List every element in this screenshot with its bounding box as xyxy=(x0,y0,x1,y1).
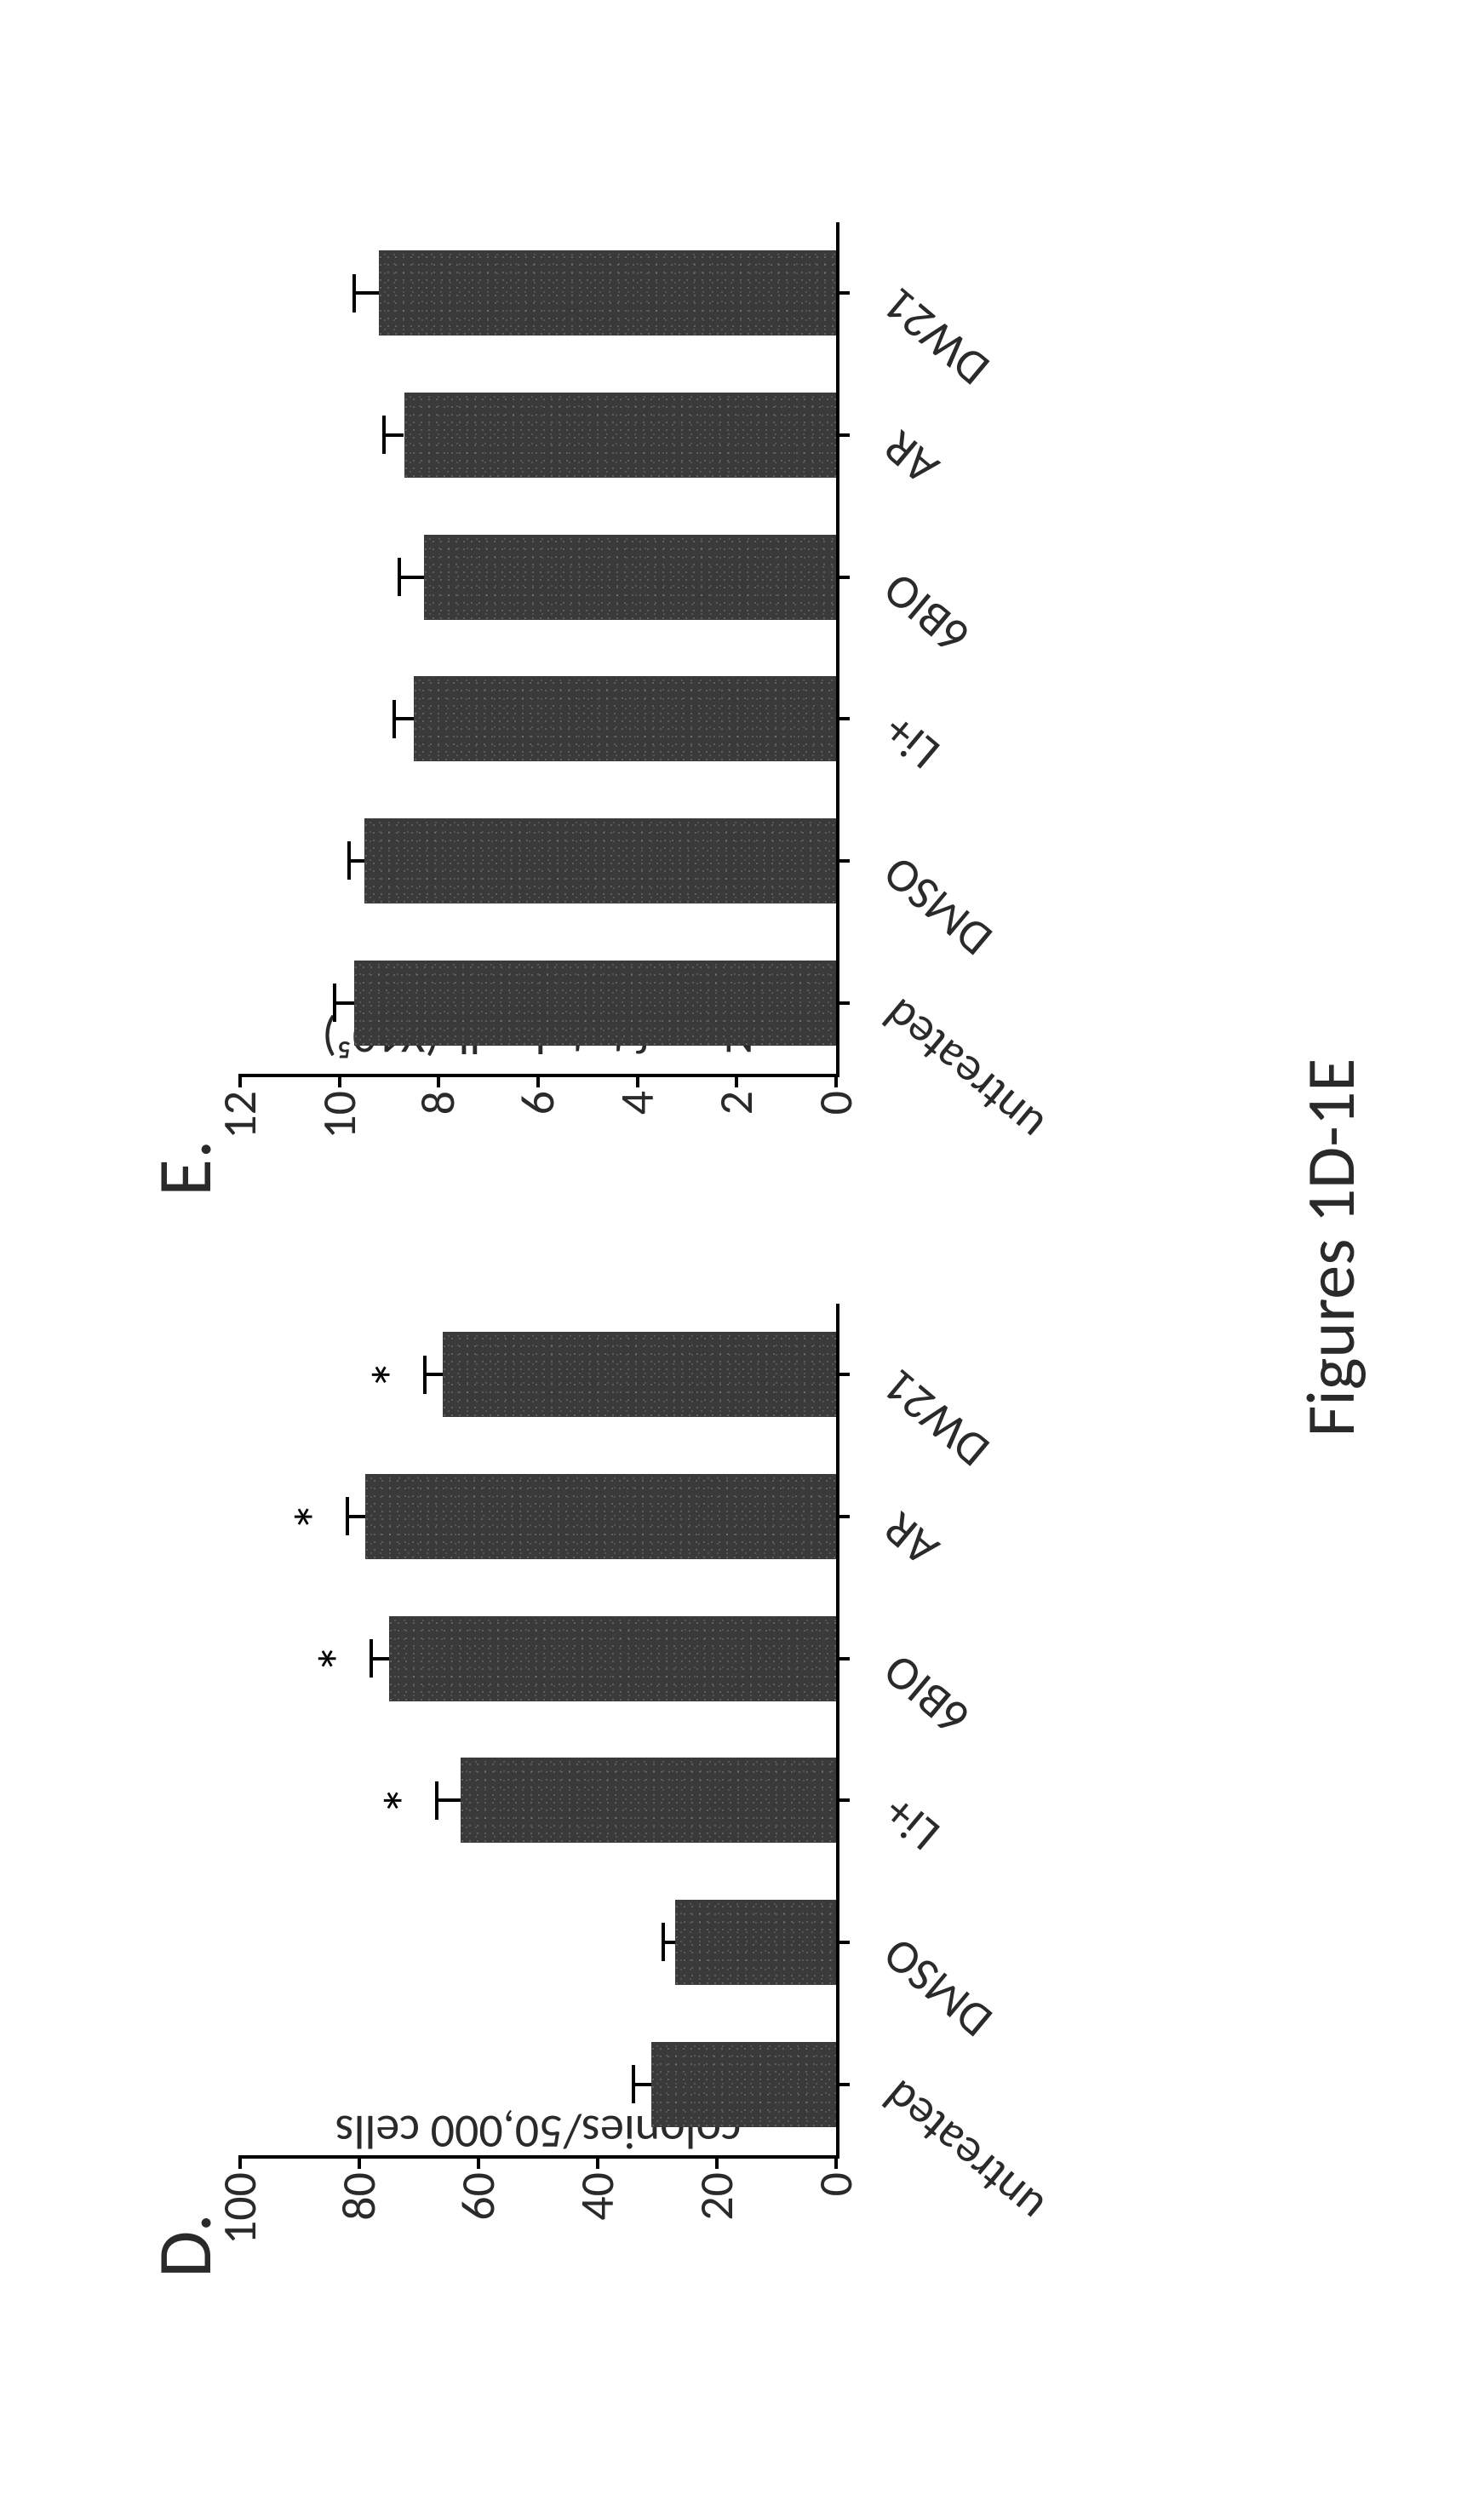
chart-e-ytick xyxy=(834,1074,838,1087)
chart-d-error-cap xyxy=(632,2065,635,2103)
chart-d-bar xyxy=(443,1332,836,1417)
figure-caption: Figures 1D-1E xyxy=(1290,1058,1372,1437)
chart-d-significance-marker: * xyxy=(281,1502,352,1531)
chart-e-ytick-label: 2 xyxy=(708,1091,765,1167)
chart-e-category-label: AR xyxy=(872,418,950,496)
chart-d-significance-marker: * xyxy=(370,1786,441,1815)
chart-e-ytick-label: 0 xyxy=(807,1091,865,1167)
chart-d-bar xyxy=(675,1900,836,1985)
chart-d-xtick xyxy=(836,1373,850,1376)
chart-e-plot-area: No. of total cells(X10⁵) 024681012untrea… xyxy=(240,222,839,1077)
chart-d-bar xyxy=(389,1616,836,1701)
chart-d-significance-marker: * xyxy=(358,1360,429,1389)
chart-e-ytick xyxy=(536,1074,540,1087)
chart-e-error-cap xyxy=(332,984,335,1022)
chart-e-ytick-label: 6 xyxy=(509,1091,567,1167)
chart-e: E. No. of total cells(X10⁵) 024681012unt… xyxy=(240,222,839,1077)
chart-d-category-label: 6BIO xyxy=(872,1642,981,1746)
chart-e-category-label: Li+ xyxy=(872,702,951,781)
chart-e-xtick xyxy=(836,1001,850,1005)
chart-e-xtick xyxy=(836,717,850,720)
chart-d-ytick-label: 0 xyxy=(807,2172,865,2249)
chart-d-ytick xyxy=(238,2155,242,2169)
chart-d: D. colonies/50,000 cells 020406080100unt… xyxy=(240,1304,839,2159)
chart-e-error-cap xyxy=(397,558,400,596)
chart-e-error-stem xyxy=(398,576,423,579)
chart-e-error-stem xyxy=(349,859,364,863)
chart-d-category-label: untreated xyxy=(872,2068,1056,2235)
chart-d-significance-marker: * xyxy=(305,1644,375,1673)
chart-d-bar xyxy=(461,1758,836,1843)
chart-d-ytick-label: 20 xyxy=(688,2172,746,2249)
chart-e-ytick-label: 10 xyxy=(310,1091,368,1167)
chart-e-ytick xyxy=(238,1074,242,1087)
chart-d-error-stem xyxy=(633,2083,651,2086)
chart-d-plot-area: colonies/50,000 cells 020406080100untrea… xyxy=(240,1304,839,2159)
chart-e-xtick xyxy=(836,859,850,863)
chart-d-xtick xyxy=(836,1798,850,1802)
chart-e-error-cap xyxy=(382,416,386,455)
chart-d-xtick xyxy=(836,1515,850,1518)
rotated-figure-wrapper: D. colonies/50,000 cells 020406080100unt… xyxy=(104,141,1381,2354)
chart-d-xtick xyxy=(836,1657,850,1660)
chart-d-category-label: AR xyxy=(872,1500,950,1578)
chart-d-xtick xyxy=(836,2083,850,2086)
chart-e-category-label: untreated xyxy=(872,986,1056,1154)
chart-d-ytick-label: 100 xyxy=(211,2172,269,2249)
chart-d-ytick-label: 40 xyxy=(569,2172,627,2249)
chart-d-ytick xyxy=(358,2155,361,2169)
chart-e-bar xyxy=(414,676,836,761)
figure-panel: D. colonies/50,000 cells 020406080100unt… xyxy=(104,141,1381,2354)
chart-e-ytick xyxy=(735,1074,738,1087)
chart-e-error-stem xyxy=(354,291,379,295)
chart-e-category-label: 6BIO xyxy=(872,560,981,665)
chart-d-bar xyxy=(651,2042,836,2127)
chart-d-category-label: DMSO xyxy=(872,1925,1004,2049)
chart-e-ytick-label: 12 xyxy=(211,1091,269,1167)
chart-e-xtick xyxy=(836,576,850,579)
chart-d-bar xyxy=(365,1474,836,1559)
chart-e-xtick xyxy=(836,291,850,295)
chart-e-error-cap xyxy=(392,700,395,738)
chart-e-bar xyxy=(364,818,835,903)
chart-d-ytick xyxy=(477,2155,480,2169)
chart-d-error-cap xyxy=(662,1924,665,1962)
chart-e-ytick xyxy=(437,1074,440,1087)
chart-e-category-label: DMSO xyxy=(872,844,1004,967)
chart-d-xtick xyxy=(836,1941,850,1944)
chart-e-bar xyxy=(404,393,836,478)
chart-e-xtick xyxy=(836,433,850,437)
chart-d-category-label: DW21 xyxy=(872,1357,1000,1479)
chart-e-error-stem xyxy=(384,433,404,437)
chart-e-error-cap xyxy=(347,842,351,880)
chart-e-error-cap xyxy=(352,274,356,313)
chart-e-bar xyxy=(379,250,836,336)
page: D. colonies/50,000 cells 020406080100unt… xyxy=(0,0,1484,2495)
chart-d-ytick-label: 60 xyxy=(450,2172,507,2249)
chart-e-bar xyxy=(423,535,835,620)
chart-e-ytick xyxy=(337,1074,341,1087)
chart-e-bar xyxy=(354,961,836,1046)
chart-d-ytick-label: 80 xyxy=(330,2172,388,2249)
chart-e-category-label: DW21 xyxy=(872,276,1000,398)
chart-d-ytick xyxy=(596,2155,599,2169)
chart-d-ytick xyxy=(834,2155,838,2169)
chart-e-ytick-label: 4 xyxy=(608,1091,666,1167)
chart-e-ytick xyxy=(635,1074,639,1087)
chart-e-error-stem xyxy=(393,717,413,720)
chart-d-category-label: Li+ xyxy=(872,1783,951,1862)
chart-d-ytick xyxy=(715,2155,719,2169)
chart-e-ytick-label: 8 xyxy=(410,1091,467,1167)
chart-e-error-stem xyxy=(334,1001,353,1005)
